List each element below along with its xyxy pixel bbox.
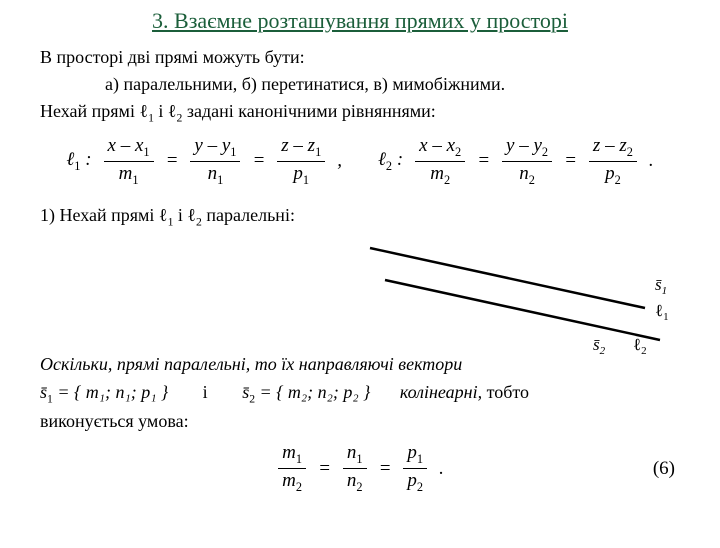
frac-y2: y – y2n2 (502, 135, 552, 188)
equation-number: (6) (653, 458, 675, 480)
line-l1 (370, 248, 645, 308)
intro-options: а) паралельними, б) перетинатися, в) мим… (105, 71, 680, 98)
label-s1: s̄1 (655, 275, 667, 297)
line-l2 (385, 280, 660, 340)
frac-z1: z – z1p1 (277, 135, 325, 188)
paragraph-collinear: Оскільки, прямі паралельні, то їх направ… (40, 351, 680, 437)
para-t4: виконується умова: (40, 411, 189, 431)
frac-x2: x – x2m2 (415, 135, 465, 188)
label-l2: ℓ2 (633, 335, 647, 357)
frac-n: n1n2 (343, 442, 367, 495)
canonical-equations: ℓ1 : x – x1m1 = y – y1n1 = z – z1p1 , ℓ2… (0, 135, 720, 188)
page-title: 3. Взаємне розташування прямих у простор… (0, 8, 720, 34)
l1-label: ℓ1 : (66, 149, 91, 174)
frac-y1: y – y1n1 (190, 135, 240, 188)
intro-line2: Нехай прямі ℓ1 і ℓ2 задані канонічними р… (40, 98, 680, 127)
label-l1: ℓ1 (655, 301, 669, 323)
intro-line1: В просторі дві прямі можуть бути: (40, 44, 680, 71)
frac-p: p1p2 (403, 442, 427, 495)
frac-m: m1m2 (278, 442, 306, 495)
label-s2: s̄2 (593, 335, 606, 357)
frac-x1: x – x1m1 (104, 135, 154, 188)
intro-block: В просторі дві прямі можуть бути: а) пар… (40, 44, 680, 127)
condition-equation: m1m2 = n1n2 = p1p2 . (6) (0, 442, 720, 495)
frac-z2: z – z2p2 (589, 135, 637, 188)
parallel-lines-diagram: s̄1 ℓ1 s̄2 ℓ2 (365, 218, 695, 358)
l2-label: ℓ2 : (378, 149, 403, 174)
